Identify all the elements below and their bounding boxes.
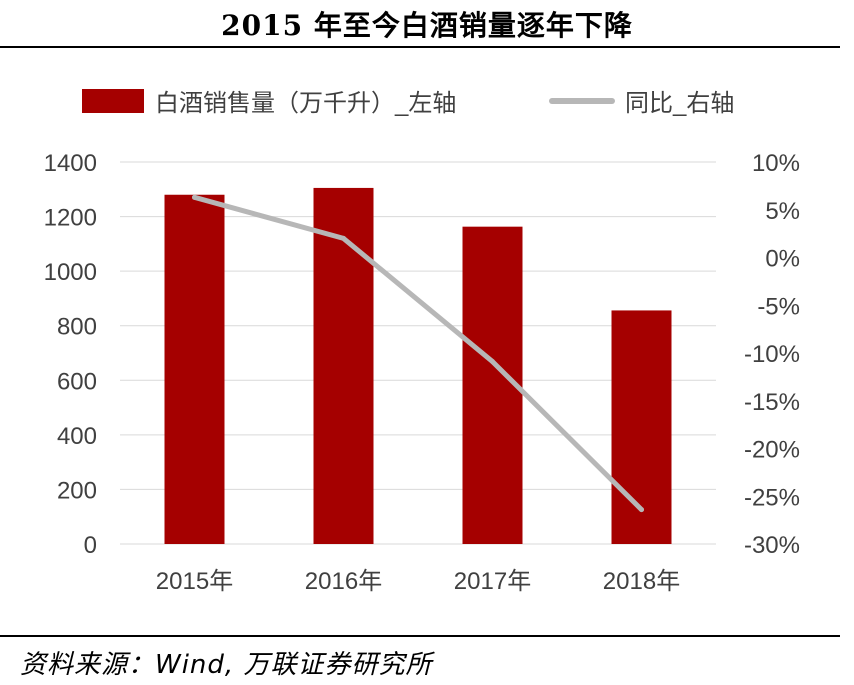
legend-bar-swatch [82, 89, 144, 113]
line-point [192, 194, 197, 200]
left-tick-label: 200 [57, 477, 97, 504]
bar [164, 194, 225, 544]
bar [462, 226, 523, 544]
bottom-rule [0, 635, 840, 637]
x-tick-label: 2017年 [454, 568, 531, 595]
top-rule [0, 46, 840, 48]
right-tick-label: -25% [744, 484, 800, 511]
right-tick-label: -30% [744, 532, 800, 559]
left-tick-label: 1000 [44, 259, 97, 286]
source-note: 资料来源：Wind, 万联证券研究所 [20, 650, 433, 680]
right-axis-ticks: -30% -25% -20% -15% -10% -5% 0% 5% 10% [744, 150, 800, 559]
line-series [192, 194, 644, 513]
right-tick-label: -10% [744, 341, 800, 368]
right-tick-label: 5% [765, 198, 800, 225]
right-tick-label: -15% [744, 389, 800, 416]
bar [313, 187, 374, 544]
line-point [341, 235, 346, 241]
x-tick-label: 2015年 [156, 568, 233, 595]
yoy-line [192, 194, 644, 513]
chart-title: 2015 年至今白酒销量逐年下降 [221, 9, 633, 42]
right-tick-label: -5% [757, 293, 800, 320]
line-point [639, 507, 644, 513]
x-tick-label: 2016年 [305, 568, 382, 595]
right-tick-label: -20% [744, 437, 800, 464]
left-tick-label: 600 [57, 368, 97, 395]
left-axis-ticks: 0 200 400 600 800 1000 1200 1400 [44, 150, 97, 559]
legend: 白酒销售量（万千升）_左轴 同比_右轴 [82, 89, 734, 117]
left-tick-label: 1200 [44, 205, 97, 232]
line-point [490, 359, 495, 365]
left-tick-label: 400 [57, 423, 97, 450]
legend-bar-label: 白酒销售量（万千升）_左轴 [155, 90, 456, 117]
x-tick-label: 2018年 [603, 568, 680, 595]
left-tick-label: 0 [84, 532, 97, 559]
right-tick-label: 10% [752, 150, 800, 177]
right-tick-label: 0% [765, 246, 800, 273]
x-axis-ticks: 2015年 2016年 2017年 2018年 [156, 568, 680, 595]
bar [611, 310, 672, 544]
left-tick-label: 1400 [44, 150, 97, 177]
legend-line-label: 同比_右轴 [625, 90, 734, 117]
left-tick-label: 800 [57, 314, 97, 341]
bar-series [164, 187, 672, 544]
